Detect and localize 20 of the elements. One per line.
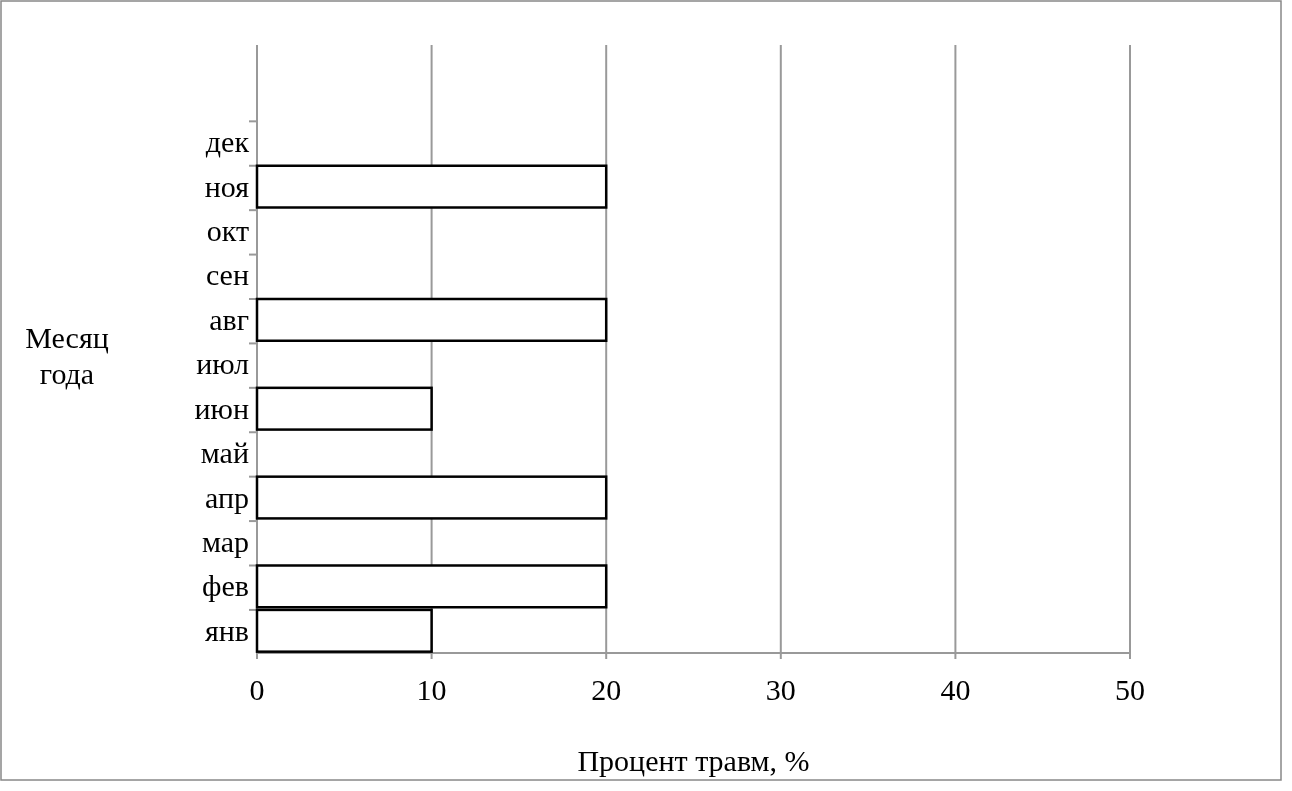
y-tick-label: сен [205,258,249,292]
y-tick-label: янв [204,613,249,647]
x-tick-label: 30 [765,673,796,706]
x-tick-label: 50 [1115,673,1145,706]
y-tick-label: мар [201,524,249,558]
y-tick-label: дек [205,125,250,159]
x-tick-label: 10 [416,673,447,706]
y-tick-label: фев [202,569,249,603]
y-tick-label: июл [196,347,250,381]
y-tick-label: апр [205,480,249,514]
x-tick-label: 20 [591,673,622,706]
y-tick-label: ноя [204,169,250,203]
y-tick-label: авг [209,302,249,336]
y-tick-label: май [200,436,249,470]
y-tick-label: июн [194,391,249,425]
y-tick-label: окт [206,214,249,248]
y-axis-title: Месяц года [25,321,109,390]
x-axis-title: Процент травм, % [577,744,810,777]
x-tick-label: 0 [249,673,265,706]
x-tick-label: 40 [940,673,971,706]
